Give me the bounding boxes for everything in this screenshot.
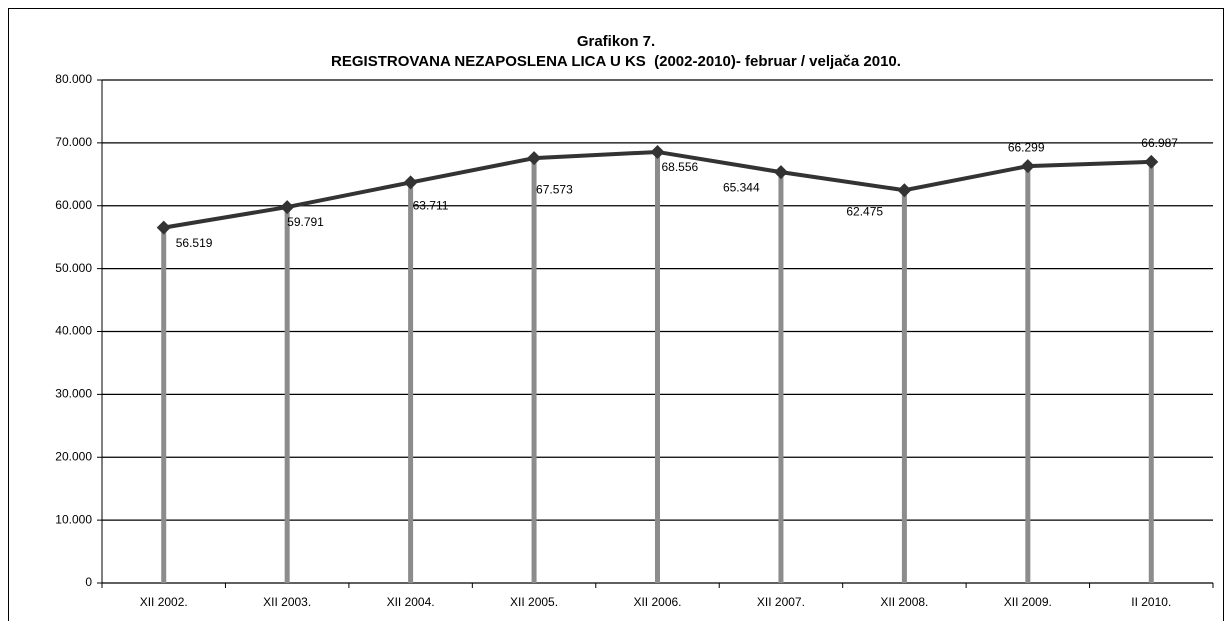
marker [773,165,788,180]
marker [1144,154,1159,169]
y-tick-label: 20.000 [55,449,92,463]
y-tick-label: 60.000 [55,198,92,212]
marker [527,151,542,166]
y-tick-label: 40.000 [55,324,92,338]
marker [897,183,912,198]
data-label: 66.299 [1008,140,1045,154]
data-label: 67.573 [536,182,573,196]
x-tick-label: XII 2007. [757,595,805,609]
y-tick-label: 80.000 [55,72,92,86]
y-tick-label: 0 [85,575,92,589]
chart-subtitle: REGISTROVANA NEZAPOSLENA LICA U KS (2002… [331,53,901,70]
marker [1020,159,1035,174]
x-tick-label: XII 2003. [263,595,311,609]
marker [156,220,171,235]
x-tick-label: XII 2004. [387,595,435,609]
x-tick-label: XII 2005. [510,595,558,609]
data-label: 59.791 [287,215,324,229]
marker [403,175,418,190]
data-label: 66.987 [1141,136,1178,150]
y-tick-label: 30.000 [55,387,92,401]
x-tick-label: XII 2008. [880,595,928,609]
chart-title: Grafikon 7. [577,33,655,50]
data-label: 62.475 [846,204,883,218]
data-label: 68.556 [662,160,699,174]
x-tick-label: II 2010. [1131,595,1171,609]
y-tick-label: 50.000 [55,261,92,275]
x-tick-label: XII 2009. [1004,595,1052,609]
marker [650,144,665,159]
data-label: 56.519 [176,236,213,250]
marker [280,200,295,215]
data-label: 63.711 [413,199,449,213]
x-tick-label: XII 2002. [140,595,188,609]
x-tick-label: XII 2006. [633,595,681,609]
chart-border [8,8,1224,621]
data-label: 65.344 [723,180,760,194]
y-tick-label: 70.000 [55,135,92,149]
y-tick-label: 10.000 [55,512,92,526]
